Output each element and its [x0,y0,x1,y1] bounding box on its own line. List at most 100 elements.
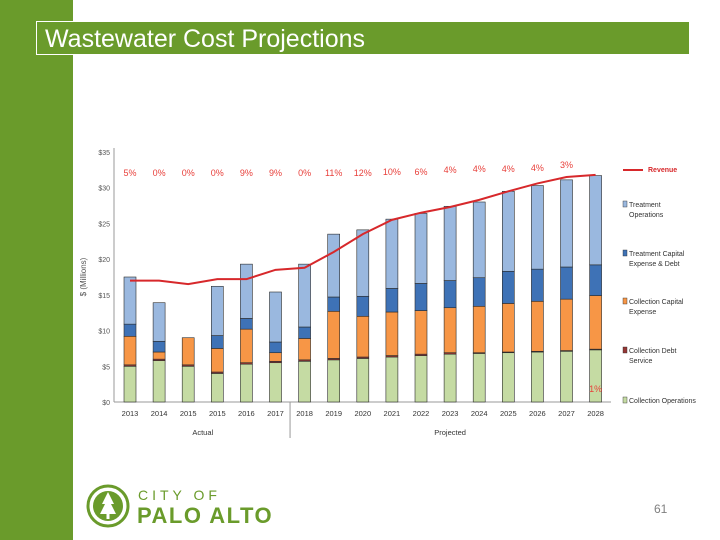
bar-segment-collection-operations [152,360,166,403]
bar-segment-treatment-capital-expense-debt [443,280,457,309]
bar-segment-treatment-capital-expense-debt [298,326,311,339]
bar-segment-collection-operations [298,360,311,403]
bar-segment-treatment-operations [414,213,428,284]
percent-increase-label: 9% [269,168,282,178]
legend-swatch-treatment-capital-expense-debt [622,249,628,257]
y-tick-label: $15 [98,293,110,300]
legend-swatch-treatment-operations [622,200,628,208]
bar-segment-collection-operations [414,355,428,403]
bar-segment-treatment-operations [385,218,399,289]
percent-increase-label: 11% [325,168,342,178]
legend-label-treatment-operations: Treatment Operations [629,202,664,219]
bar-segment-collection-operations [211,373,224,403]
bar-segment-treatment-capital-expense-debt [240,318,253,330]
bar-segment-treatment-capital-expense-debt [472,277,486,307]
y-tick-label: $5 [102,364,110,371]
bar-segment-treatment-capital-expense-debt [589,264,602,296]
bar-segment-treatment-operations [123,276,137,325]
legend-label-collection-operations: Collection Operations [629,398,696,405]
bar-segment-treatment-capital-expense-debt [531,268,544,302]
x-tick-label: 2014 [151,409,168,418]
bar-segment-collection-capital-expense [269,352,282,362]
x-tick-label: 2028 [587,409,604,418]
y-axis-title: $ (Millions) [79,257,88,296]
bar-segment-treatment-operations [560,179,573,268]
legend-swatch-collection-debt-service [622,346,628,354]
legend-label-collection-debt-service: Collection Debt Service [629,348,677,365]
x-tick-label: 2015 [180,409,197,418]
legend-label-collection-capital-expense: Collection Capital Expense [629,299,684,316]
percent-increase-label: 6% [414,167,427,177]
percent-increase-label: 3% [560,160,573,170]
bar-segment-treatment-operations [356,229,370,297]
bar-segment-collection-operations [240,363,253,403]
logo-city-of: CITY OF [138,487,221,503]
bar-segment-collection-capital-expense [152,351,166,360]
percent-increase-label: 0% [298,168,311,178]
x-tick-label: 2016 [238,409,255,418]
bar-segment-collection-capital-expense [385,311,399,356]
bar-segment-collection-capital-expense [560,298,573,351]
bar-segment-collection-capital-expense [356,315,370,358]
bar-segment-treatment-operations [327,233,341,298]
bar-segment-treatment-operations [472,201,486,279]
bar-segment-collection-operations [181,365,195,403]
bar-segment-treatment-operations [531,185,544,270]
left-accent-bar [0,0,73,540]
bar-segment-treatment-capital-expense-debt [560,266,573,300]
bar-segment-collection-capital-expense [211,348,224,373]
bar-segment-collection-operations [589,349,602,403]
x-tick-label: 2026 [529,409,546,418]
group-label-projected: Projected [434,428,466,437]
legend-swatch-collection-capital-expense [622,297,628,305]
bar-segment-collection-capital-expense [589,295,602,350]
group-label-actual: Actual [192,428,213,437]
legend-label-treatment-capital-expense-debt: Treatment Capital Expense & Debt [629,251,685,268]
percent-increase-label: 0% [211,168,224,178]
x-tick-label: 2027 [558,409,575,418]
bar-segment-collection-operations [356,358,370,403]
x-tick-label: 2025 [500,409,517,418]
x-tick-label: 2023 [442,409,459,418]
percent-increase-label: 1% [589,384,602,394]
bar-segment-treatment-operations [269,291,282,343]
percent-increase-label: 4% [473,164,486,174]
bar-segment-treatment-operations [443,205,457,281]
bar-segment-collection-operations [560,350,573,403]
percent-increase-label: 4% [531,163,544,173]
y-tick-label: $30 [98,186,110,193]
bar-segment-treatment-operations [298,263,311,328]
bar-segment-treatment-capital-expense-debt [414,283,428,311]
bar-segment-treatment-capital-expense-debt [356,295,370,317]
bar-segment-treatment-capital-expense-debt [501,270,515,304]
bar-segment-collection-capital-expense [123,335,137,366]
percent-increase-label: 4% [502,164,515,174]
revenue-line [130,173,596,286]
bar-segment-collection-capital-expense [181,337,195,366]
x-tick-label: 2019 [325,409,342,418]
y-tick-label: $35 [98,150,110,157]
page-number: 61 [654,502,668,516]
bar-segment-collection-operations [531,351,544,403]
bar-segment-treatment-operations [240,263,253,319]
y-tick-label: $10 [98,329,110,336]
x-tick-label: 2020 [354,409,371,418]
x-tick-label: 2022 [413,409,430,418]
x-tick-label: 2015 [209,409,226,418]
bar-segment-collection-capital-expense [531,300,544,352]
bar-segment-treatment-capital-expense-debt [152,340,166,353]
percent-increase-label: 12% [354,168,372,178]
bar-segment-treatment-capital-expense-debt [327,296,341,312]
bar-segment-collection-capital-expense [327,310,341,359]
bar-segment-collection-capital-expense [298,338,311,361]
bar-segment-treatment-capital-expense-debt [269,341,282,354]
percent-increase-label: 0% [182,168,195,178]
x-tick-label: 2013 [122,409,139,418]
bar-segment-treatment-operations [152,302,166,342]
bar-segment-collection-capital-expense [240,328,253,364]
bar-segment-collection-capital-expense [443,307,457,354]
logo-palo-alto: PALO ALTO [137,503,274,528]
bar-segment-collection-operations [269,362,282,403]
bar-segment-treatment-operations [501,190,515,272]
